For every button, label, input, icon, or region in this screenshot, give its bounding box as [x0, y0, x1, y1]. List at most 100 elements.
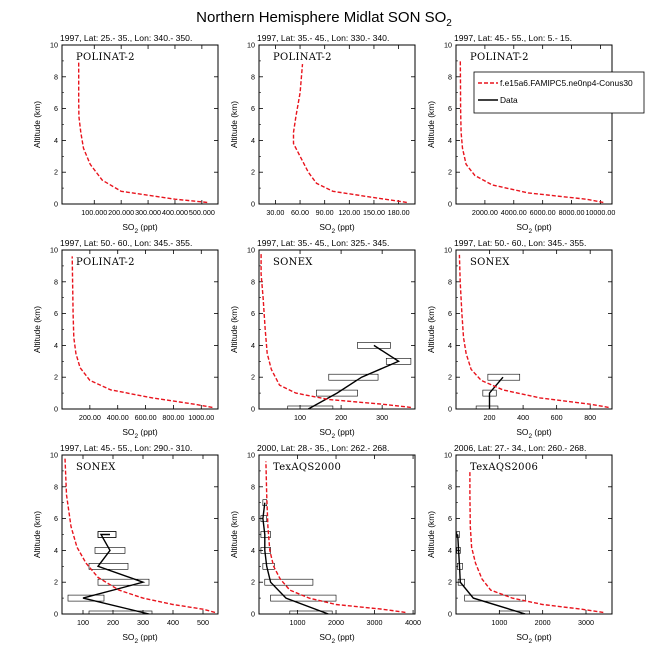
x-tick-label: 600.00	[135, 413, 157, 422]
x-tick-label: 200.00	[79, 413, 101, 422]
obs-range-box	[357, 342, 391, 349]
data-series-line	[457, 534, 526, 614]
y-tick-label: 0	[54, 610, 58, 619]
y-axis-label: Altitude (km)	[426, 306, 436, 353]
y-tick-label: 8	[54, 72, 58, 81]
y-tick-label: 8	[54, 277, 58, 286]
chart-panel: 2006, Lat: 27.- 34., Lon: 260.- 268. 0 2 4 6…	[426, 443, 613, 645]
panel-header: 1997, Lat: 35.- 45., Lon: 330.- 340.	[257, 33, 389, 43]
obs-range-box	[67, 594, 105, 602]
campaign-label: POLINAT-2	[470, 52, 529, 63]
obs-range-box	[262, 562, 275, 570]
x-tick-label: 90.00	[316, 208, 334, 217]
x-tick-label: 800	[584, 413, 596, 422]
y-tick-label: 4	[54, 546, 58, 555]
chart-panel: 1997, Lat: 35.- 45., Lon: 325.- 345. 0 2 4 6…	[229, 238, 416, 440]
y-tick-label: 4	[448, 546, 452, 555]
plot-area	[458, 254, 609, 409]
campaign-label: SONEX	[470, 257, 510, 268]
obs-range-box	[264, 578, 314, 586]
x-axis-label: SO2 (ppt)	[122, 222, 157, 235]
x-axis-label: SO2 (ppt)	[516, 427, 551, 440]
x-tick-label: 300	[137, 618, 149, 627]
x-tick-label: 200	[107, 618, 119, 627]
obs-range-box	[328, 373, 379, 381]
data-series-line	[82, 533, 150, 614]
y-tick-label: 0	[251, 610, 255, 619]
campaign-label: POLINAT-2	[273, 52, 332, 63]
x-tick-label: 2000	[328, 618, 344, 627]
x-axis-label: SO2 (ppt)	[122, 632, 157, 645]
y-tick-label: 6	[251, 309, 255, 318]
y-tick-label: 8	[251, 277, 255, 286]
x-axis-label: SO2 (ppt)	[122, 427, 157, 440]
obs-range-box	[475, 405, 499, 409]
obs-range-box	[464, 594, 526, 602]
y-tick-label: 0	[448, 405, 452, 414]
model-series-line	[77, 60, 208, 204]
y-axis-label: Altitude (km)	[32, 306, 42, 353]
y-tick-label: 6	[448, 104, 452, 113]
x-tick-label: 500.000	[189, 208, 215, 217]
chart-panel: 1997, Lat: 45.- 55., Lon: 290.- 310. 0 2 4 6…	[32, 443, 219, 645]
obs-range-box	[88, 610, 153, 614]
plot-area	[260, 461, 406, 614]
y-tick-label: 2	[54, 578, 58, 587]
x-tick-label: 200	[335, 413, 347, 422]
x-tick-label: 150.00	[363, 208, 385, 217]
plot-frame	[455, 44, 613, 205]
y-tick-label: 6	[54, 514, 58, 523]
plot-area	[77, 60, 208, 204]
campaign-label: SONEX	[76, 462, 116, 473]
y-tick-label: 4	[448, 341, 452, 350]
x-tick-label: 100.000	[81, 208, 107, 217]
y-tick-label: 6	[448, 309, 452, 318]
y-tick-label: 6	[54, 309, 58, 318]
plot-frame	[258, 249, 416, 410]
y-tick-label: 6	[448, 514, 452, 523]
x-tick-label: 60.00	[291, 208, 309, 217]
legend-box	[473, 71, 645, 114]
chart-panel: 1997, Lat: 50.- 60., Lon: 345.- 355. 0 2 4 6…	[426, 238, 613, 440]
y-tick-label: 8	[448, 72, 452, 81]
y-tick-label: 6	[251, 514, 255, 523]
y-tick-label: 0	[54, 405, 58, 414]
panel-header: 1997, Lat: 45.- 55., Lon: 5.- 15.	[454, 33, 572, 43]
y-tick-label: 2	[54, 168, 58, 177]
model-series-line	[459, 60, 604, 204]
data-series-line	[488, 376, 504, 409]
y-tick-label: 8	[448, 277, 452, 286]
y-tick-label: 4	[251, 546, 255, 555]
y-tick-label: 0	[54, 200, 58, 209]
x-tick-label: 200.000	[108, 208, 134, 217]
y-tick-label: 8	[251, 482, 255, 491]
y-tick-label: 10	[247, 41, 255, 50]
plot-frame	[455, 249, 613, 410]
panel-header: 2000, Lat: 28.- 35., Lon: 262.- 268.	[257, 443, 389, 453]
panel-header: 2006, Lat: 27.- 34., Lon: 260.- 268.	[454, 443, 586, 453]
obs-range-box	[316, 389, 358, 397]
legend-data-label: Data	[500, 95, 518, 105]
plot-frame	[61, 249, 219, 410]
x-tick-label: 300.000	[135, 208, 161, 217]
y-tick-label: 6	[54, 104, 58, 113]
y-axis-label: Altitude (km)	[32, 511, 42, 558]
model-series-line	[265, 461, 406, 614]
x-tick-label: 30.00	[266, 208, 284, 217]
x-tick-label: 800.00	[162, 413, 184, 422]
x-tick-label: 400	[167, 618, 179, 627]
x-tick-label: 1000	[491, 618, 507, 627]
x-axis-label: SO2 (ppt)	[319, 427, 354, 440]
panel-header: 1997, Lat: 25.- 35., Lon: 340.- 350.	[60, 33, 192, 43]
x-tick-label: 400	[517, 413, 529, 422]
legend: f.e15a6.FAMIPC5.ne0np4-Conus30 Data	[473, 71, 645, 114]
x-tick-label: 500	[197, 618, 209, 627]
x-tick-label: 10000.00	[585, 208, 615, 217]
legend-model-label: f.e15a6.FAMIPC5.ne0np4-Conus30	[500, 78, 633, 88]
campaign-label: TexAQS2000	[273, 462, 341, 473]
campaign-label: POLINAT-2	[76, 257, 135, 268]
data-series-line	[307, 344, 401, 409]
obs-range-box	[97, 531, 117, 538]
x-tick-label: 1000	[290, 618, 306, 627]
